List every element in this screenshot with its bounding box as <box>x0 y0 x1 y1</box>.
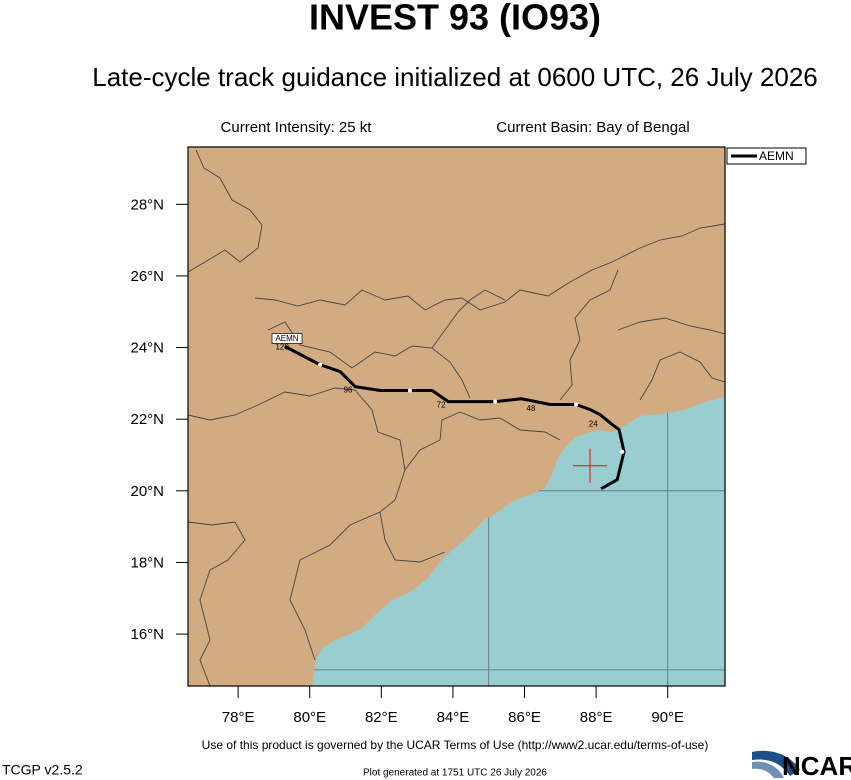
y-tick-label: 24°N <box>130 340 164 357</box>
current-basin: Current Basin: Bay of Bengal <box>496 119 689 136</box>
hour-label: 120 <box>275 343 289 352</box>
logo: NCAR <box>752 750 851 780</box>
x-tick-label: 88°E <box>580 709 613 726</box>
x-tick-label: 90°E <box>651 709 684 726</box>
track-name-box <box>271 333 303 344</box>
track-marker <box>574 402 579 407</box>
logo-swoosh <box>752 761 784 778</box>
y-tick-label: 22°N <box>130 411 164 428</box>
x-tick-label: 80°E <box>293 709 326 726</box>
map: AEMN 24 48 72 96 120 <box>188 147 725 686</box>
border <box>188 387 356 421</box>
hour-label: 72 <box>437 401 446 410</box>
border <box>404 411 561 471</box>
current-intensity: Current Intensity: 25 kt <box>221 119 373 136</box>
version: TCGP v2.5.2 <box>2 762 83 778</box>
border <box>188 521 246 686</box>
plot-frame <box>187 146 726 687</box>
title: INVEST 93 (IO93) <box>309 0 601 38</box>
subtitle: Late-cycle track guidance initialized at… <box>92 62 818 92</box>
border <box>188 149 263 273</box>
legend-label: AEMN <box>759 149 794 163</box>
border <box>254 223 725 311</box>
x-tick-label: 78°E <box>222 709 255 726</box>
track-line <box>284 345 626 490</box>
legend: AEMN <box>726 147 807 165</box>
track-marker <box>318 362 323 367</box>
logo-swoosh <box>752 750 800 776</box>
track-layer: AEMN 24 48 72 96 120 <box>271 333 626 490</box>
border <box>289 511 381 661</box>
hour-label: 24 <box>589 420 598 429</box>
x-tick-label: 84°E <box>437 709 470 726</box>
y-tick-label: 28°N <box>130 196 164 213</box>
ocean <box>312 396 725 686</box>
generated-note: Plot generated at 1751 UTC 26 July 2026 <box>363 768 547 779</box>
x-tick-label: 82°E <box>365 709 398 726</box>
borders <box>188 149 725 686</box>
x-tick-label: 86°E <box>508 709 541 726</box>
hour-label: 96 <box>344 386 353 395</box>
track-name: AEMN <box>275 334 298 343</box>
hour-label: 48 <box>527 404 536 413</box>
track-marker <box>407 388 412 393</box>
terms-note: Use of this product is governed by the U… <box>202 738 709 752</box>
logo-text: NCAR <box>782 751 851 780</box>
border <box>617 317 725 335</box>
y-tick-label: 18°N <box>130 554 164 571</box>
y-tick-label: 20°N <box>130 483 164 500</box>
border <box>431 289 506 349</box>
legend-box <box>726 147 807 165</box>
border <box>559 269 619 401</box>
track-marker <box>620 449 625 454</box>
axes: 78°E 80°E 82°E 84°E 86°E 88°E 90°E 16°N 18°N 20°N… <box>130 196 684 726</box>
border <box>639 351 725 401</box>
y-tick-label: 16°N <box>130 626 164 643</box>
y-tick-label: 26°N <box>130 268 164 285</box>
border <box>354 389 446 563</box>
track-marker <box>493 399 498 404</box>
